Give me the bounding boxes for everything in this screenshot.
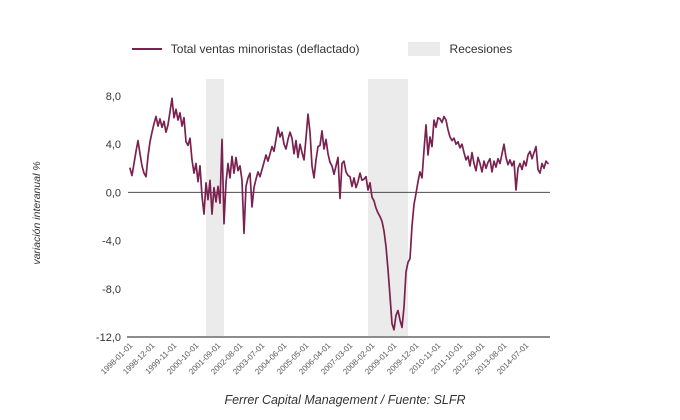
series-legend-label: Total ventas minoristas (deflactado): [170, 42, 360, 56]
recession-legend-label: Recesiones: [449, 42, 513, 56]
y-tick-label: 8,0: [106, 91, 121, 103]
y-tick-label: 4,0: [106, 139, 121, 151]
y-tick-label: 0,0: [106, 187, 121, 199]
y-tick-label: -8,0: [102, 284, 121, 296]
y-tick-label: -12,0: [96, 332, 121, 344]
source-caption: Ferrer Capital Management / Fuente: SLFR: [224, 393, 466, 407]
series-line: [129, 97, 549, 331]
recession-band: [206, 79, 224, 337]
series-line-swatch: [131, 47, 162, 51]
y-tick-label: -4,0: [102, 236, 121, 248]
legend: Total ventas minoristas (deflactado) Rec…: [0, 40, 662, 58]
recession-band: [368, 79, 408, 337]
recession-swatch: [407, 42, 440, 56]
